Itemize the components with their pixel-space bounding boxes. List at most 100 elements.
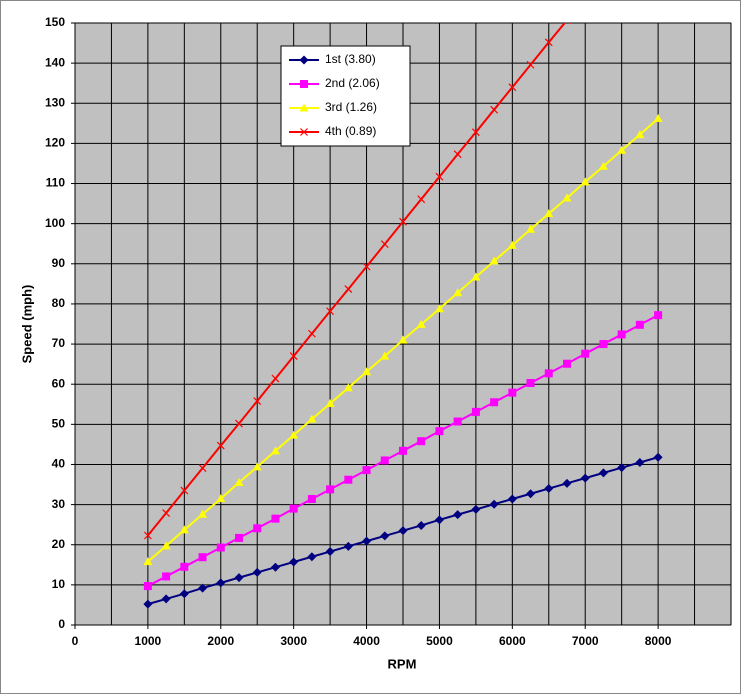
x-tick-label: 6000	[499, 634, 526, 648]
marker	[198, 583, 208, 593]
marker	[380, 351, 390, 360]
marker	[289, 352, 298, 361]
marker	[325, 398, 335, 407]
marker	[526, 489, 536, 499]
marker	[580, 473, 590, 483]
marker	[179, 589, 189, 599]
marker	[489, 499, 499, 509]
marker	[563, 359, 571, 368]
legend-marker	[300, 80, 308, 88]
y-tick-label: 130	[45, 95, 65, 109]
marker	[580, 177, 590, 186]
marker	[562, 478, 572, 488]
marker	[508, 83, 517, 92]
marker	[234, 478, 244, 487]
y-tick-label: 30	[52, 497, 66, 511]
marker	[307, 494, 316, 503]
marker	[307, 329, 316, 338]
marker	[617, 145, 627, 154]
marker	[198, 553, 207, 562]
marker	[343, 541, 353, 551]
marker	[471, 407, 480, 416]
marker	[417, 437, 426, 446]
y-axis-title: Speed (mph)	[19, 285, 34, 364]
marker	[235, 533, 243, 542]
marker	[416, 520, 426, 530]
marker	[434, 515, 444, 525]
x-tick-label: 1000	[135, 634, 162, 648]
marker	[362, 262, 371, 271]
marker	[216, 578, 226, 588]
legend-label: 4th (0.89)	[325, 124, 376, 138]
marker	[362, 466, 371, 475]
y-tick-label: 0	[58, 617, 65, 631]
marker	[325, 547, 335, 557]
marker	[635, 320, 644, 329]
marker	[526, 60, 535, 69]
x-tick-label: 3000	[280, 634, 307, 648]
marker	[271, 374, 280, 383]
marker	[434, 304, 444, 313]
marker	[598, 161, 608, 170]
marker	[507, 494, 517, 504]
x-tick-label: 7000	[572, 634, 599, 648]
x-tick-label: 4000	[353, 634, 380, 648]
marker	[526, 378, 535, 387]
marker	[216, 543, 225, 552]
marker	[343, 383, 353, 392]
marker	[581, 349, 590, 358]
marker	[362, 367, 372, 376]
marker	[253, 524, 262, 533]
marker	[234, 573, 244, 583]
marker	[235, 419, 243, 428]
marker	[635, 130, 645, 139]
marker	[507, 240, 517, 249]
marker	[508, 388, 517, 397]
marker	[270, 562, 280, 572]
marker	[544, 38, 553, 47]
marker	[380, 531, 390, 541]
plot-series	[143, 23, 663, 609]
marker	[435, 427, 444, 436]
marker	[490, 105, 499, 114]
y-tick-label: 50	[52, 417, 66, 431]
marker	[180, 562, 189, 571]
marker	[380, 456, 389, 465]
x-tick-label: 0	[72, 634, 79, 648]
y-tick-label: 70	[52, 336, 66, 350]
y-tick-label: 40	[52, 457, 66, 471]
marker	[399, 446, 407, 455]
marker	[544, 369, 553, 378]
y-tick-label: 100	[45, 216, 65, 230]
marker	[326, 307, 335, 316]
marker	[654, 311, 663, 320]
marker	[653, 452, 663, 462]
marker	[380, 240, 389, 249]
marker	[617, 463, 627, 473]
y-tick-label: 10	[52, 577, 66, 591]
marker	[162, 509, 171, 517]
marker	[216, 494, 226, 503]
marker	[307, 552, 317, 562]
marker	[435, 172, 444, 181]
marker	[180, 486, 189, 495]
marker	[453, 150, 462, 159]
marker	[471, 504, 481, 514]
marker	[416, 319, 426, 328]
marker	[617, 330, 626, 339]
x-tick-label: 2000	[207, 634, 234, 648]
marker	[453, 288, 463, 297]
y-tick-label: 20	[52, 537, 66, 551]
marker	[398, 335, 408, 344]
marker	[289, 557, 299, 567]
marker	[398, 526, 408, 536]
marker	[399, 217, 407, 226]
y-tick-label: 60	[52, 376, 66, 390]
marker	[490, 398, 499, 407]
legend-marker	[299, 55, 309, 65]
marker	[270, 446, 280, 455]
marker	[271, 514, 280, 523]
marker	[598, 468, 608, 478]
legend-label: 3rd (1.26)	[325, 100, 377, 114]
marker	[307, 414, 317, 423]
